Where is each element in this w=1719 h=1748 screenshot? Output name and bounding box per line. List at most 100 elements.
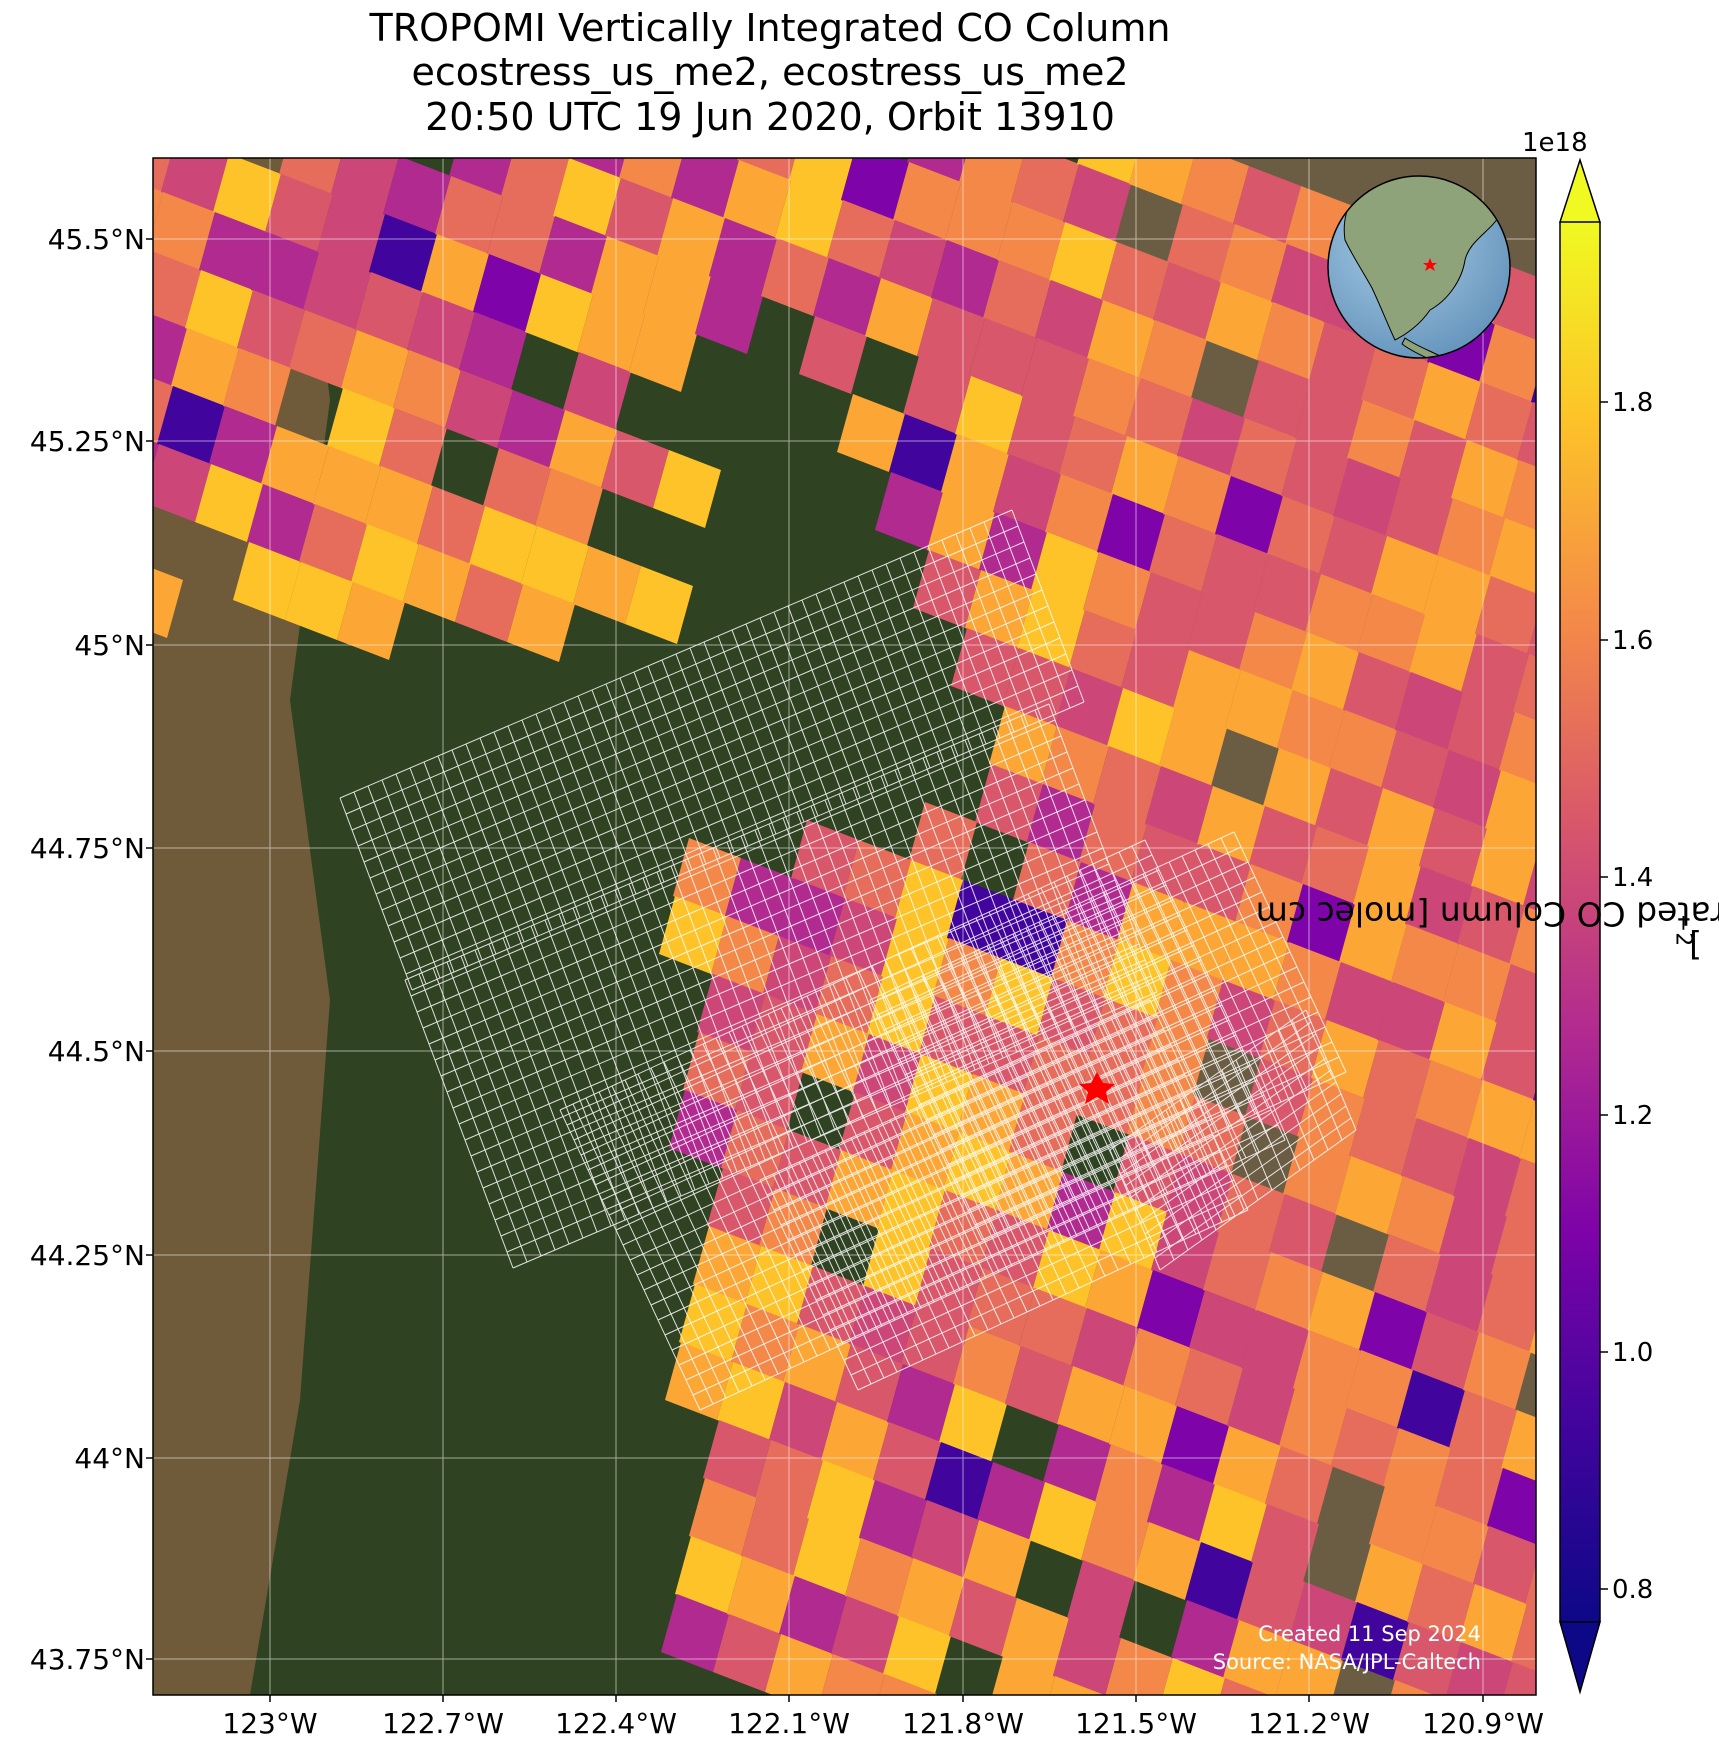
colorbar-tick-label: 0.8 bbox=[1612, 1575, 1653, 1605]
co-pixel bbox=[1493, 266, 1536, 341]
lon-tick-label: 120.9°W bbox=[1422, 1707, 1544, 1740]
co-pixel bbox=[1083, 552, 1151, 630]
co-pixel bbox=[1479, 324, 1536, 402]
co-pixel bbox=[199, 212, 267, 290]
title-line-3: 20:50 UTC 19 Jun 2020, Orbit 13910 bbox=[425, 95, 1115, 139]
co-pixel bbox=[185, 270, 253, 348]
co-pixel bbox=[1189, 1290, 1257, 1368]
co-pixel bbox=[1005, 1346, 1073, 1424]
co-pixel bbox=[703, 1420, 771, 1498]
lat-tick-label: 45.25°N bbox=[30, 425, 145, 458]
co-pixel bbox=[897, 1558, 965, 1636]
co-pixel bbox=[213, 158, 281, 232]
co-pixel bbox=[573, 546, 641, 624]
co-pixel bbox=[1109, 1386, 1177, 1464]
co-pixel bbox=[1391, 924, 1459, 1002]
co-pixel bbox=[1387, 1176, 1455, 1254]
co-pixel bbox=[1401, 1118, 1469, 1196]
co-pixel bbox=[1235, 864, 1303, 942]
co-pixel bbox=[997, 202, 1065, 280]
co-pixel bbox=[1255, 1252, 1323, 1330]
co-pixel bbox=[1165, 1154, 1233, 1232]
co-pixel bbox=[1069, 610, 1137, 688]
co-pixel bbox=[1413, 362, 1481, 440]
co-pixel bbox=[1035, 280, 1103, 358]
co-pixel bbox=[1457, 886, 1525, 964]
co-pixel bbox=[765, 1634, 833, 1695]
co-pixel bbox=[679, 1284, 747, 1362]
co-pixel bbox=[695, 276, 763, 354]
lat-tick-label: 45.5°N bbox=[48, 223, 145, 256]
site-star-marker bbox=[1079, 1072, 1115, 1104]
co-pixel bbox=[969, 318, 1037, 396]
co-pixel bbox=[1181, 158, 1249, 224]
co-pixel bbox=[1271, 244, 1339, 322]
co-pixel bbox=[1063, 164, 1131, 242]
co-pixel bbox=[1251, 1504, 1319, 1582]
co-pixel bbox=[1499, 712, 1536, 785]
co-pixel bbox=[1057, 1366, 1125, 1444]
co-pixel bbox=[763, 936, 831, 1014]
co-pixel bbox=[1293, 1330, 1361, 1408]
co-pixel bbox=[953, 1326, 1021, 1404]
co-pixel bbox=[1093, 746, 1161, 824]
co-pixel bbox=[153, 378, 173, 444]
co-pixel bbox=[725, 858, 793, 936]
footprint-mesh-6 bbox=[1109, 1009, 1357, 1271]
co-pixel bbox=[959, 158, 1024, 202]
co-pixel bbox=[1305, 574, 1373, 652]
co-pixel bbox=[1407, 1564, 1475, 1642]
co-pixel bbox=[289, 310, 357, 388]
co-pixel bbox=[1503, 1662, 1536, 1695]
co-pixel bbox=[1339, 904, 1407, 982]
colorbar-label-end: ] bbox=[1689, 926, 1702, 966]
co-pixel bbox=[659, 896, 727, 974]
co-pixel bbox=[1129, 158, 1194, 204]
co-pixel bbox=[737, 158, 796, 180]
co-pixel bbox=[435, 176, 503, 254]
co-pixel bbox=[883, 1616, 951, 1694]
co-pixel bbox=[735, 1052, 803, 1130]
co-pixel bbox=[549, 410, 617, 488]
co-pixel bbox=[689, 1478, 757, 1556]
co-pixel bbox=[1385, 478, 1453, 556]
co-pixel bbox=[1257, 302, 1325, 380]
co-pixel bbox=[965, 570, 1033, 648]
co-pixel bbox=[657, 198, 725, 276]
co-pixel bbox=[1451, 440, 1519, 518]
co-pixel bbox=[975, 764, 1043, 842]
co-pixel bbox=[327, 388, 395, 466]
co-pixel bbox=[1319, 516, 1387, 594]
co-pixel bbox=[153, 444, 211, 522]
co-pixel bbox=[931, 240, 999, 318]
co-pixel bbox=[1289, 1582, 1357, 1660]
co-pixel bbox=[1263, 748, 1331, 826]
co-pixel bbox=[1017, 590, 1085, 668]
co-pixel bbox=[1329, 710, 1397, 788]
co-pixel bbox=[1049, 222, 1117, 300]
co-pixel bbox=[721, 1110, 789, 1188]
co-pixel bbox=[605, 178, 673, 256]
co-pixel bbox=[1485, 770, 1536, 848]
co-pixel bbox=[879, 1674, 937, 1695]
co-pixel bbox=[393, 350, 461, 428]
co-pixel bbox=[1437, 498, 1505, 576]
co-pixel bbox=[1395, 672, 1463, 750]
co-pixel bbox=[1267, 496, 1335, 574]
co-pixel bbox=[1219, 224, 1287, 302]
co-pixel bbox=[1307, 1272, 1375, 1350]
co-pixel bbox=[907, 158, 966, 182]
footprint-mesh-3 bbox=[559, 839, 1286, 1411]
co-pixel bbox=[1225, 670, 1293, 748]
co-pixel bbox=[949, 1578, 1017, 1656]
co-pixel bbox=[1213, 1426, 1281, 1504]
co-pixel bbox=[1239, 612, 1307, 690]
co-pixel bbox=[337, 582, 405, 660]
co-pixel bbox=[1411, 1312, 1479, 1390]
co-pixel bbox=[563, 352, 631, 430]
co-pixel bbox=[1509, 906, 1536, 975]
co-pixel bbox=[1237, 1562, 1305, 1640]
co-pixel bbox=[1123, 1328, 1191, 1406]
co-pixel bbox=[1153, 262, 1221, 340]
co-pixel bbox=[821, 1402, 889, 1480]
